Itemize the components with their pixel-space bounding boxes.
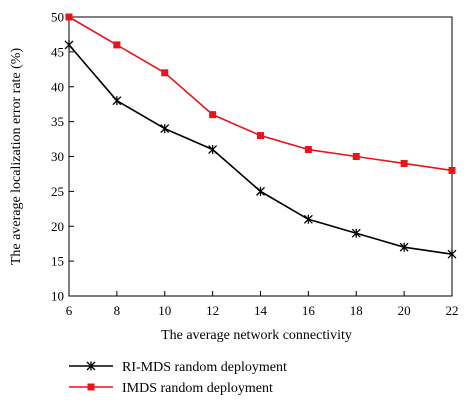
y-tick-label: 30 [51, 149, 64, 164]
legend-label: IMDS random deployment [122, 381, 273, 396]
x-tick-label: 6 [66, 303, 73, 318]
data-point [112, 96, 122, 106]
data-point [303, 214, 313, 224]
data-point [304, 146, 312, 154]
legend-item: RI-MDS random deployment [69, 360, 287, 375]
y-tick-label: 40 [51, 79, 64, 94]
y-tick-label: 25 [51, 184, 64, 199]
y-tick-label: 35 [51, 114, 64, 129]
x-axis-ticks: 6 8 10 12 14 16 18 20 22 [66, 291, 459, 318]
x-tick-label: 16 [302, 303, 316, 318]
y-tick-label: 10 [51, 289, 64, 304]
y-tick-label: 50 [51, 10, 64, 25]
data-point [400, 159, 408, 167]
data-point [448, 166, 456, 174]
y-axis-ticks: 10 15 20 25 30 35 40 45 50 [51, 10, 74, 304]
x-tick-label: 10 [158, 303, 171, 318]
series-layer [64, 13, 457, 259]
axes-frame [68, 16, 453, 297]
legend-label: RI-MDS random deployment [122, 360, 287, 375]
data-point [65, 13, 73, 21]
data-point [399, 242, 409, 252]
y-tick-label: 20 [51, 219, 64, 234]
data-point [257, 132, 264, 140]
plot-area [68, 16, 453, 297]
data-point [64, 40, 74, 50]
y-tick-label: 15 [51, 254, 64, 269]
data-point [209, 111, 217, 119]
data-point [447, 249, 457, 259]
series-line [68, 16, 453, 172]
data-point [208, 145, 218, 155]
x-axis-title: The average network connectivity [161, 328, 352, 343]
legend-item: IMDS random deployment [69, 381, 273, 396]
y-axis-title: The average localization error rate (%) [9, 48, 24, 266]
data-point [352, 153, 360, 160]
x-tick-label: 22 [446, 303, 459, 318]
data-point [160, 124, 170, 134]
legend: RI-MDS random deployment IMDS random depl… [69, 360, 287, 396]
data-point [113, 41, 121, 49]
series-ri-mds [64, 40, 457, 259]
series-line [68, 44, 453, 255]
data-point [256, 186, 265, 196]
x-tick-label: 12 [206, 303, 219, 318]
y-tick-label: 45 [51, 44, 64, 59]
x-tick-label: 20 [398, 303, 411, 318]
x-tick-label: 8 [114, 303, 121, 318]
data-point [351, 228, 361, 238]
x-tick-label: 18 [350, 303, 363, 318]
legend-marker [87, 383, 95, 391]
series-imds [65, 13, 456, 174]
legend-marker [86, 361, 96, 371]
data-point [161, 69, 169, 77]
x-tick-label: 14 [254, 303, 268, 318]
